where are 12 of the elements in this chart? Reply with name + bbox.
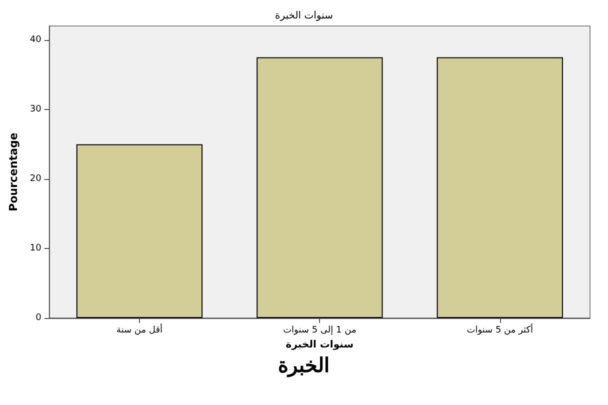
x-tick-label: أكثر من 5 سنوات <box>466 324 534 336</box>
y-tick-label: 30 <box>30 104 42 114</box>
x-tick-label: أقل من سنة <box>116 324 163 336</box>
x-axis-title: سنوات الخبرة <box>286 340 354 350</box>
y-tick-label: 20 <box>30 174 42 184</box>
y-tick-label: 0 <box>36 313 42 323</box>
x-tick-label: من 1 إلى 5 سنوات <box>283 326 356 336</box>
y-axis-title: Pourcentage <box>7 132 20 212</box>
y-tick-label: 10 <box>30 243 42 254</box>
chart-title: سنوات الخبرة <box>275 10 333 22</box>
y-tick-label: 40 <box>30 34 42 45</box>
text: الخبرة <box>278 353 330 378</box>
